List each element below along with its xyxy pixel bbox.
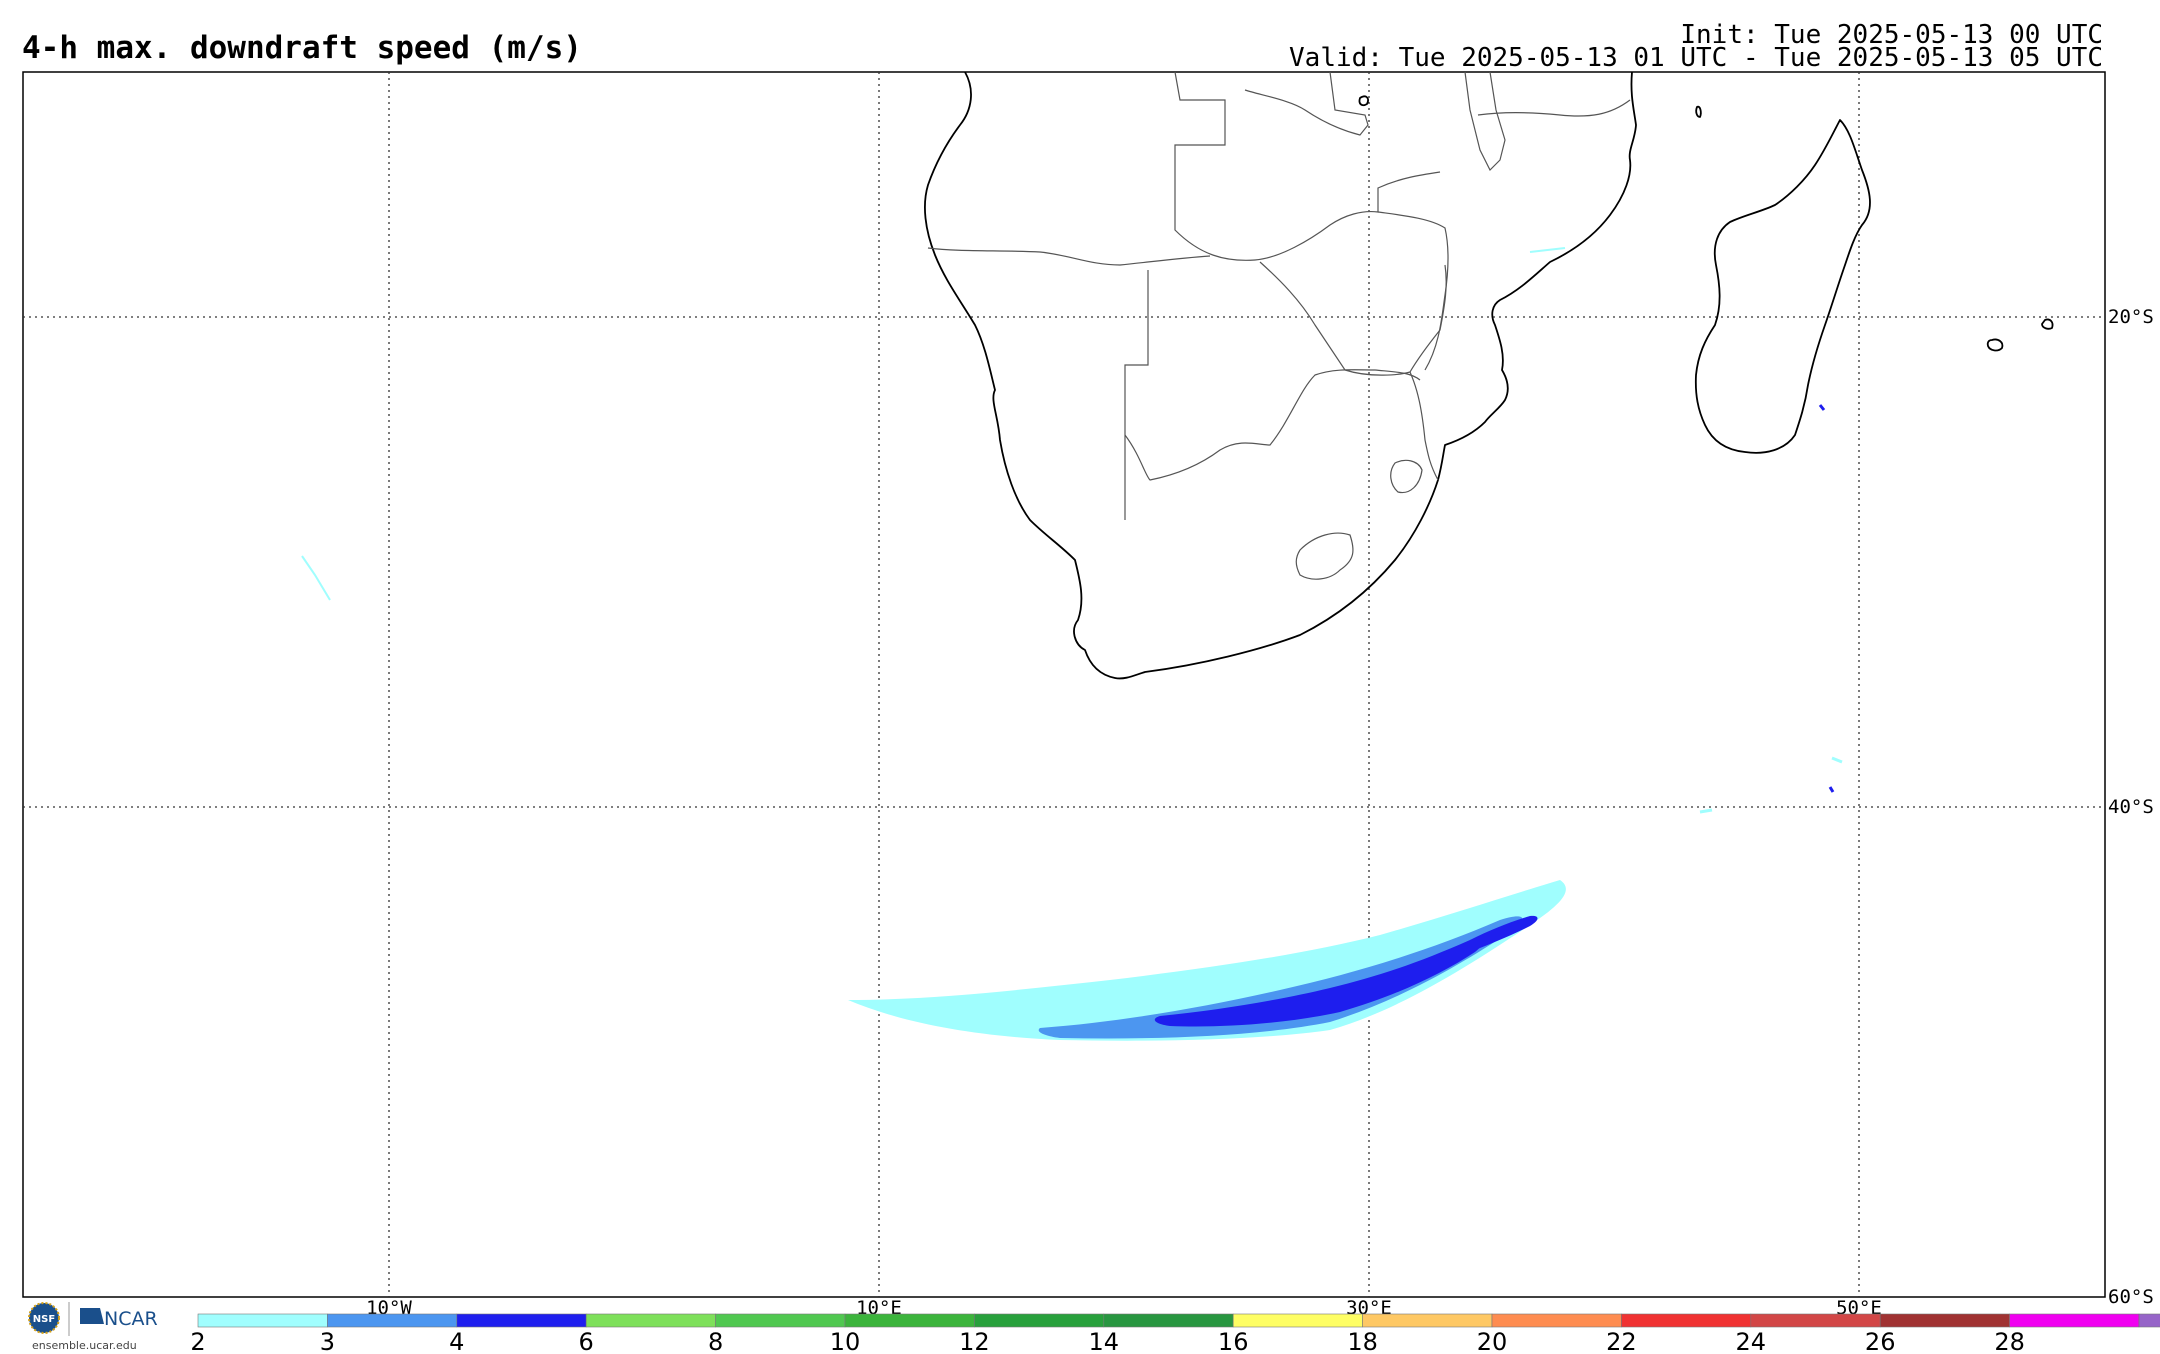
- colorbar-tick-label: 2: [190, 1328, 205, 1354]
- ncar-logo-text: NCAR: [104, 1308, 158, 1330]
- lon-label-30e: 30°E: [1346, 1297, 1392, 1319]
- colorbar-swatch: [1750, 1313, 1881, 1328]
- lat-label-40s: 40°S: [2108, 796, 2154, 818]
- colorbar-tick-label: 14: [1089, 1328, 1120, 1354]
- valid-time: Valid: Tue 2025-05-13 01 UTC - Tue 2025-…: [1289, 43, 2103, 73]
- lake-malawi: [1358, 95, 1369, 107]
- nsf-logo-icon: [29, 1303, 59, 1333]
- colorbar-swatch: [1362, 1313, 1493, 1328]
- colorbar-swatch: [585, 1313, 716, 1328]
- border-mozambique-west: [1377, 211, 1449, 371]
- colorbar-swatch: [1621, 1313, 1752, 1328]
- colorbar-swatch: [974, 1313, 1105, 1328]
- colorbar-tick-label: 3: [320, 1328, 335, 1354]
- border-eswatini: [1390, 459, 1423, 494]
- colorbar-swatch: [844, 1313, 975, 1328]
- lon-label-50e: 50°E: [1836, 1297, 1882, 1319]
- lon-labels: 10°W 10°E 30°E 50°E: [366, 1297, 1882, 1319]
- lat-label-60s: 60°S: [2108, 1286, 2154, 1308]
- border-lesotho: [1295, 532, 1354, 580]
- border-dr-congo: [1244, 71, 1369, 136]
- border-mozambique-sa: [1409, 371, 1439, 481]
- map-title: 4-h max. downdraft speed (m/s): [22, 30, 582, 66]
- band-4-6-ms-core: [1470, 915, 1538, 950]
- colorbar-swatch: [197, 1313, 328, 1328]
- country-borders: [927, 71, 1631, 580]
- colorbar-swatch: [2138, 1313, 2160, 1328]
- colorbar-tick-label: 4: [449, 1328, 464, 1354]
- colorbar-tick-label: 16: [1218, 1328, 1249, 1354]
- colorbar-tick-label: 8: [708, 1328, 723, 1354]
- colorbar-tick-label: 18: [1347, 1328, 1378, 1354]
- map-frame: [22, 71, 2106, 1298]
- colorbar-tick-label: 20: [1477, 1328, 1508, 1354]
- border-south-africa-north: [1124, 369, 1421, 481]
- mauritius-coast: [1986, 338, 2004, 352]
- speck-atlantic: [301, 555, 331, 601]
- colorbar-swatch: [1232, 1313, 1363, 1328]
- speck-mozambique: [1529, 247, 1566, 253]
- colorbar-tick-label: 22: [1606, 1328, 1637, 1354]
- colorbar-tick-label: 28: [1994, 1328, 2025, 1354]
- lon-label-10w: 10°W: [366, 1297, 412, 1319]
- border-malawi: [1464, 71, 1506, 172]
- colorbar-tick-label: 24: [1736, 1328, 1767, 1354]
- colorbar-swatch: [1103, 1313, 1234, 1328]
- ncar-logo-icon: [80, 1308, 104, 1324]
- lat-labels: 20°S 40°S 60°S: [2108, 306, 2154, 1308]
- lon-label-10e: 10°E: [856, 1297, 902, 1319]
- nsf-logo-text: NSF: [33, 1314, 55, 1325]
- border-namibia-botswana: [1124, 270, 1149, 520]
- colorbar-tick-label: 12: [959, 1328, 990, 1354]
- colorbar-swatch: [456, 1313, 587, 1328]
- colorbar-swatch: [715, 1313, 846, 1328]
- band-4-6-ms: [1154, 938, 1484, 1027]
- colorbar-tick-label: 10: [830, 1328, 861, 1354]
- speck-se: [1699, 756, 1843, 814]
- site-url: ensemble.ucar.edu: [32, 1339, 137, 1352]
- downdraft-field: [301, 247, 1843, 1041]
- colorbar-swatch: [1491, 1313, 1622, 1328]
- colorbar-swatch: [327, 1313, 458, 1328]
- border-angola-namibia: [927, 247, 1211, 266]
- colorbar: 2 3 4 6 8 10 12 14 16 18 20 22 24 26 28: [190, 1313, 2160, 1354]
- coastlines: [924, 71, 2054, 680]
- graticule: [23, 72, 2105, 1297]
- lat-label-20s: 20°S: [2108, 306, 2154, 328]
- comoros-coast: [1695, 105, 1702, 118]
- reunion-coast: [2041, 318, 2054, 330]
- madagascar-coast: [1694, 119, 1871, 454]
- speck-madagascar: [1818, 404, 1835, 793]
- init-time: Init: Tue 2025-05-13 00 UTC: [1680, 20, 2103, 50]
- colorbar-tick-label: 6: [579, 1328, 594, 1354]
- logo-block: NSF NCAR ensemble.ucar.edu: [28, 1302, 158, 1352]
- border-tanzania-mozambique: [1477, 99, 1631, 117]
- africa-coast: [924, 71, 1637, 680]
- colorbar-tick-label: 26: [1865, 1328, 1896, 1354]
- colorbar-swatch: [1879, 1313, 2010, 1328]
- colorbar-swatch: [2009, 1313, 2140, 1328]
- border-zambia: [1174, 71, 1441, 261]
